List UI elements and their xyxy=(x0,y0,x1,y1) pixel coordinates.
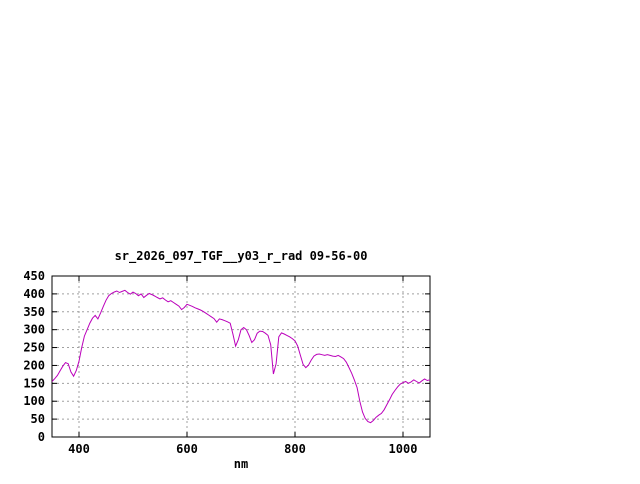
y-tick-label-200: 200 xyxy=(23,358,45,372)
chart-title: sr_2026_097_TGF__y03_r_rad 09-56-00 xyxy=(115,249,368,264)
plot-border xyxy=(51,275,431,438)
y-tick-label-400: 400 xyxy=(23,287,45,301)
y-tick-label-100: 100 xyxy=(23,394,45,408)
series-line xyxy=(51,289,431,424)
axis-tick-labels: 400 600 800 1000 0 50 100 150 200 250 300 350 400 450 xyxy=(23,269,417,456)
x-tick-label-800: 800 xyxy=(284,442,306,456)
x-axis-title: nm xyxy=(234,457,248,471)
x-tick-label-1000: 1000 xyxy=(389,442,418,456)
y-tick-label-50: 50 xyxy=(31,412,45,426)
y-tick-label-300: 300 xyxy=(23,323,45,337)
y-tick-label-450: 450 xyxy=(23,269,45,283)
y-tick-label-0: 0 xyxy=(38,430,45,444)
x-tick-label-400: 400 xyxy=(68,442,90,456)
y-tick-label-350: 350 xyxy=(23,305,45,319)
grid-layer xyxy=(52,275,430,438)
axis-ticks xyxy=(52,275,430,438)
y-tick-label-250: 250 xyxy=(23,341,45,355)
x-tick-label-600: 600 xyxy=(176,442,198,456)
y-tick-label-150: 150 xyxy=(23,376,45,390)
